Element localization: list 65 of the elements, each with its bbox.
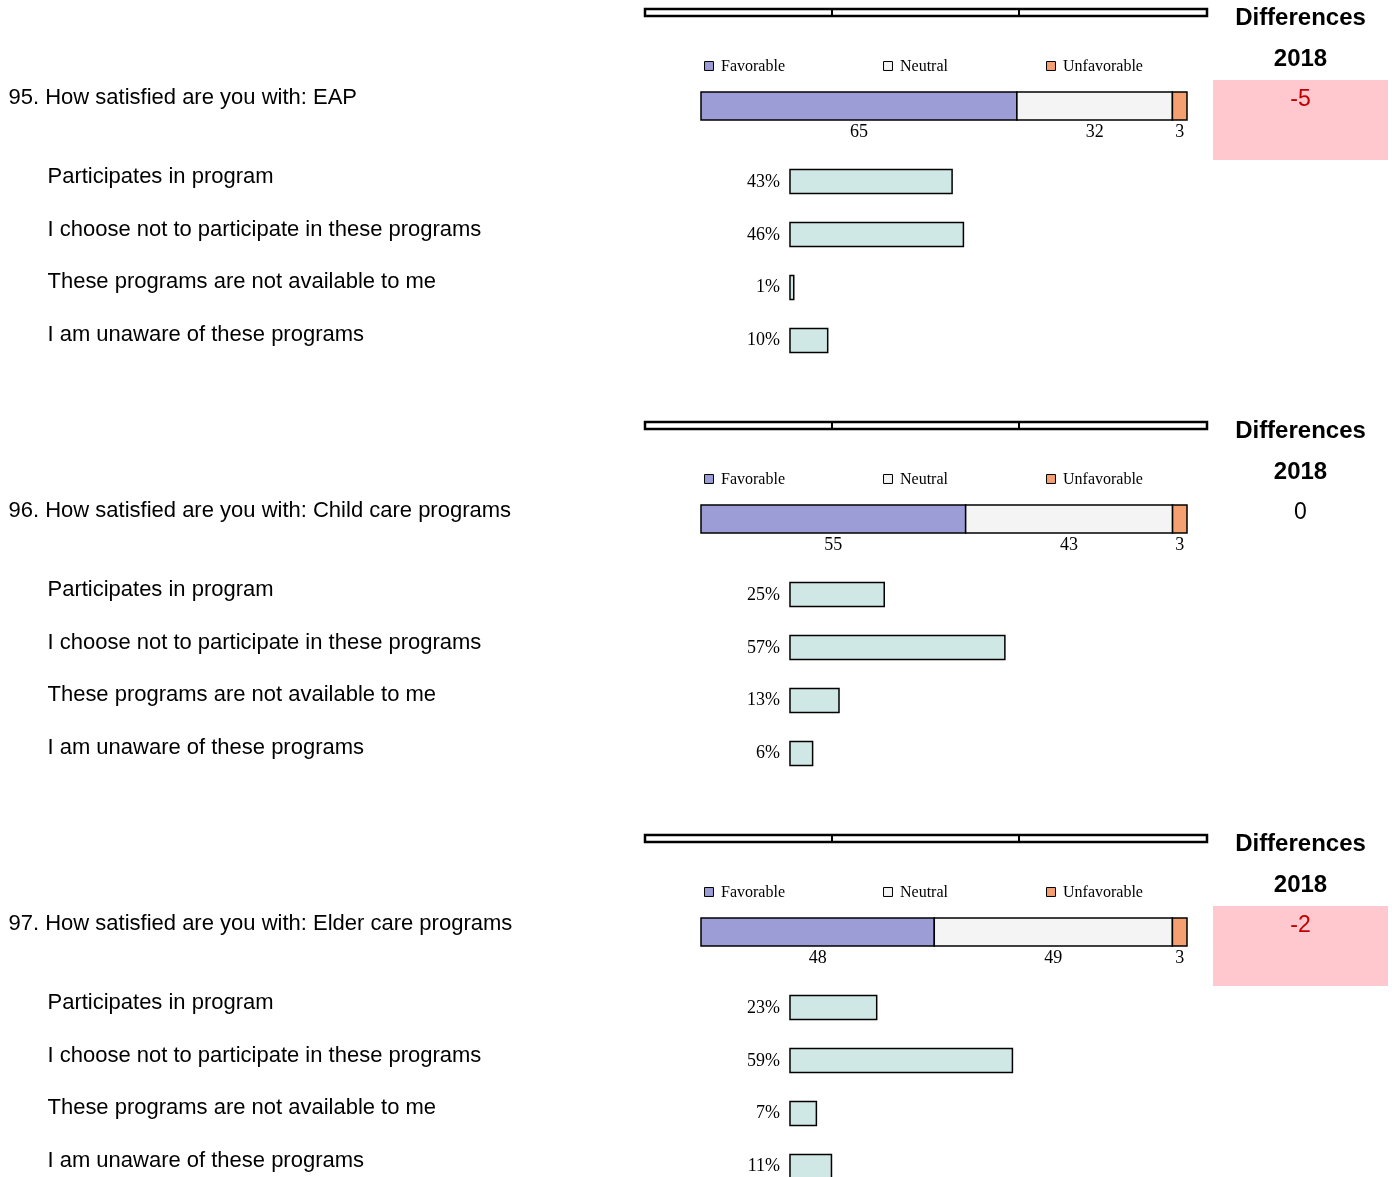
data-label: 65	[849, 121, 868, 141]
data-label: 6%	[756, 742, 780, 763]
bar	[789, 994, 878, 1021]
text: Differences	[1234, 829, 1367, 857]
data-label: 46%	[747, 223, 780, 244]
data-label: 32	[1085, 121, 1104, 141]
data-label: 43	[1060, 534, 1079, 554]
bar	[789, 687, 840, 714]
text: Differences	[1234, 416, 1367, 444]
data-label: 25%	[747, 583, 780, 604]
data-label: 48	[808, 947, 827, 967]
text: 2018	[1272, 44, 1329, 72]
y-tick-label: I am unaware of these programs	[47, 321, 364, 347]
bar	[789, 1047, 1014, 1074]
legend-label: Favorable	[721, 883, 785, 900]
text: 2018	[1272, 457, 1329, 485]
data-label: 13%	[747, 689, 780, 710]
legend-label: Neutral	[900, 470, 949, 487]
y-tick-label: These programs are not available to me	[47, 268, 437, 294]
data-label: 57%	[747, 636, 780, 657]
legend-label: Favorable	[721, 57, 785, 74]
bar	[789, 221, 965, 248]
text: -2	[1289, 911, 1312, 938]
data-label: 3	[1175, 534, 1185, 554]
y-tick-label: I choose not to participate in these programs	[47, 215, 482, 241]
bar	[789, 1100, 818, 1127]
data-label: 7%	[756, 1102, 780, 1123]
legend-label: Unfavorable	[1063, 883, 1143, 900]
legend-label: Unfavorable	[1063, 470, 1143, 487]
text: Differences	[1234, 3, 1367, 31]
data-label: 49	[1044, 947, 1063, 967]
y-tick-label: 97. How satisfied are you with: Elder care programs	[8, 910, 513, 935]
y-tick-label: These programs are not available to me	[47, 1094, 437, 1120]
y-tick-label: I am unaware of these programs	[47, 1147, 364, 1173]
bar	[789, 168, 953, 195]
data-label: 3	[1175, 947, 1185, 967]
text: 0	[1293, 498, 1308, 525]
y-tick-label: These programs are not available to me	[47, 681, 437, 707]
bar	[789, 274, 795, 301]
bar	[789, 740, 814, 767]
text: -5	[1289, 85, 1312, 112]
bar	[789, 327, 829, 354]
y-tick-label: Participates in program	[47, 162, 274, 188]
data-label: 43%	[747, 170, 780, 191]
y-tick-label: 96. How satisfied are you with: Child care programs	[8, 497, 512, 522]
y-tick-label: I choose not to participate in these programs	[47, 1041, 482, 1067]
data-label: 1%	[756, 276, 780, 297]
legend-label: Neutral	[900, 57, 949, 74]
y-tick-label: Participates in program	[47, 575, 274, 601]
data-label: 10%	[747, 329, 780, 350]
data-label: 55	[824, 534, 843, 554]
y-tick-label: I am unaware of these programs	[47, 734, 364, 760]
data-label: 11%	[747, 1155, 780, 1176]
bar	[789, 581, 885, 608]
y-tick-label: Participates in program	[47, 988, 274, 1014]
data-label: 3	[1175, 121, 1185, 141]
bar	[789, 634, 1006, 661]
legend-label: Neutral	[900, 883, 949, 900]
data-label: 59%	[747, 1049, 781, 1070]
data-label: 23%	[747, 996, 781, 1017]
legend-label: Unfavorable	[1063, 57, 1143, 74]
y-tick-label: I choose not to participate in these programs	[47, 628, 482, 654]
text: 2018	[1272, 870, 1329, 898]
legend-label: Favorable	[721, 470, 785, 487]
y-tick-label: 95. How satisfied are you with: EAP	[8, 84, 357, 109]
